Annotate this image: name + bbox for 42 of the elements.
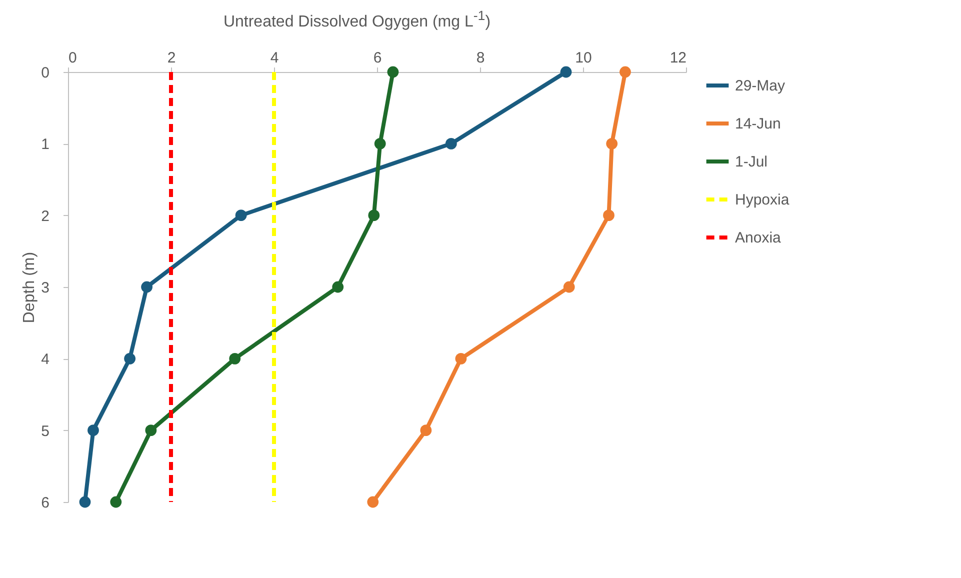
point: [229, 352, 241, 364]
x-tick-label: 6: [373, 50, 382, 66]
x-tick-label: 0: [68, 50, 77, 66]
point: [332, 281, 344, 293]
x-tick-label: 10: [575, 50, 592, 66]
legend-label: Anoxia: [735, 230, 782, 246]
point: [368, 210, 380, 222]
legend-label: 14-Jun: [735, 116, 781, 132]
x-tick-label: 4: [270, 50, 279, 66]
x-tick-label: 8: [476, 50, 485, 66]
y-tick-label: 5: [41, 422, 50, 440]
y-tick-label: 1: [41, 136, 50, 154]
y-tick-label: 6: [41, 494, 50, 512]
point: [455, 352, 467, 364]
point: [235, 210, 247, 222]
legend-label: 29-May: [735, 78, 786, 94]
point: [420, 424, 432, 436]
point: [88, 424, 99, 436]
point: [387, 66, 399, 78]
point: [620, 66, 631, 78]
point: [374, 138, 386, 150]
point: [367, 496, 379, 508]
legend-label: Hypoxia: [735, 192, 790, 208]
point: [560, 66, 572, 78]
x-axis-title: Untreated Dissolved Ogygen (mg L$^{-1}$): [223, 8, 491, 32]
point: [110, 496, 122, 508]
point: [445, 138, 457, 150]
x-tick-label: 2: [167, 50, 176, 66]
point: [124, 352, 136, 364]
y-tick-label: 2: [41, 208, 50, 225]
y-tick-label: 0: [41, 64, 50, 82]
point: [563, 281, 575, 293]
y-axis-title: Depth (m): [21, 252, 38, 324]
legend-label: 1-Jul: [735, 154, 768, 170]
y-tick-label: 3: [41, 280, 50, 296]
point: [79, 496, 91, 508]
y-tick-label: 4: [41, 351, 50, 368]
x-tick-label: 12: [670, 50, 686, 66]
point: [141, 281, 152, 293]
point: [145, 424, 157, 436]
point: [603, 210, 614, 222]
point: [606, 138, 618, 150]
